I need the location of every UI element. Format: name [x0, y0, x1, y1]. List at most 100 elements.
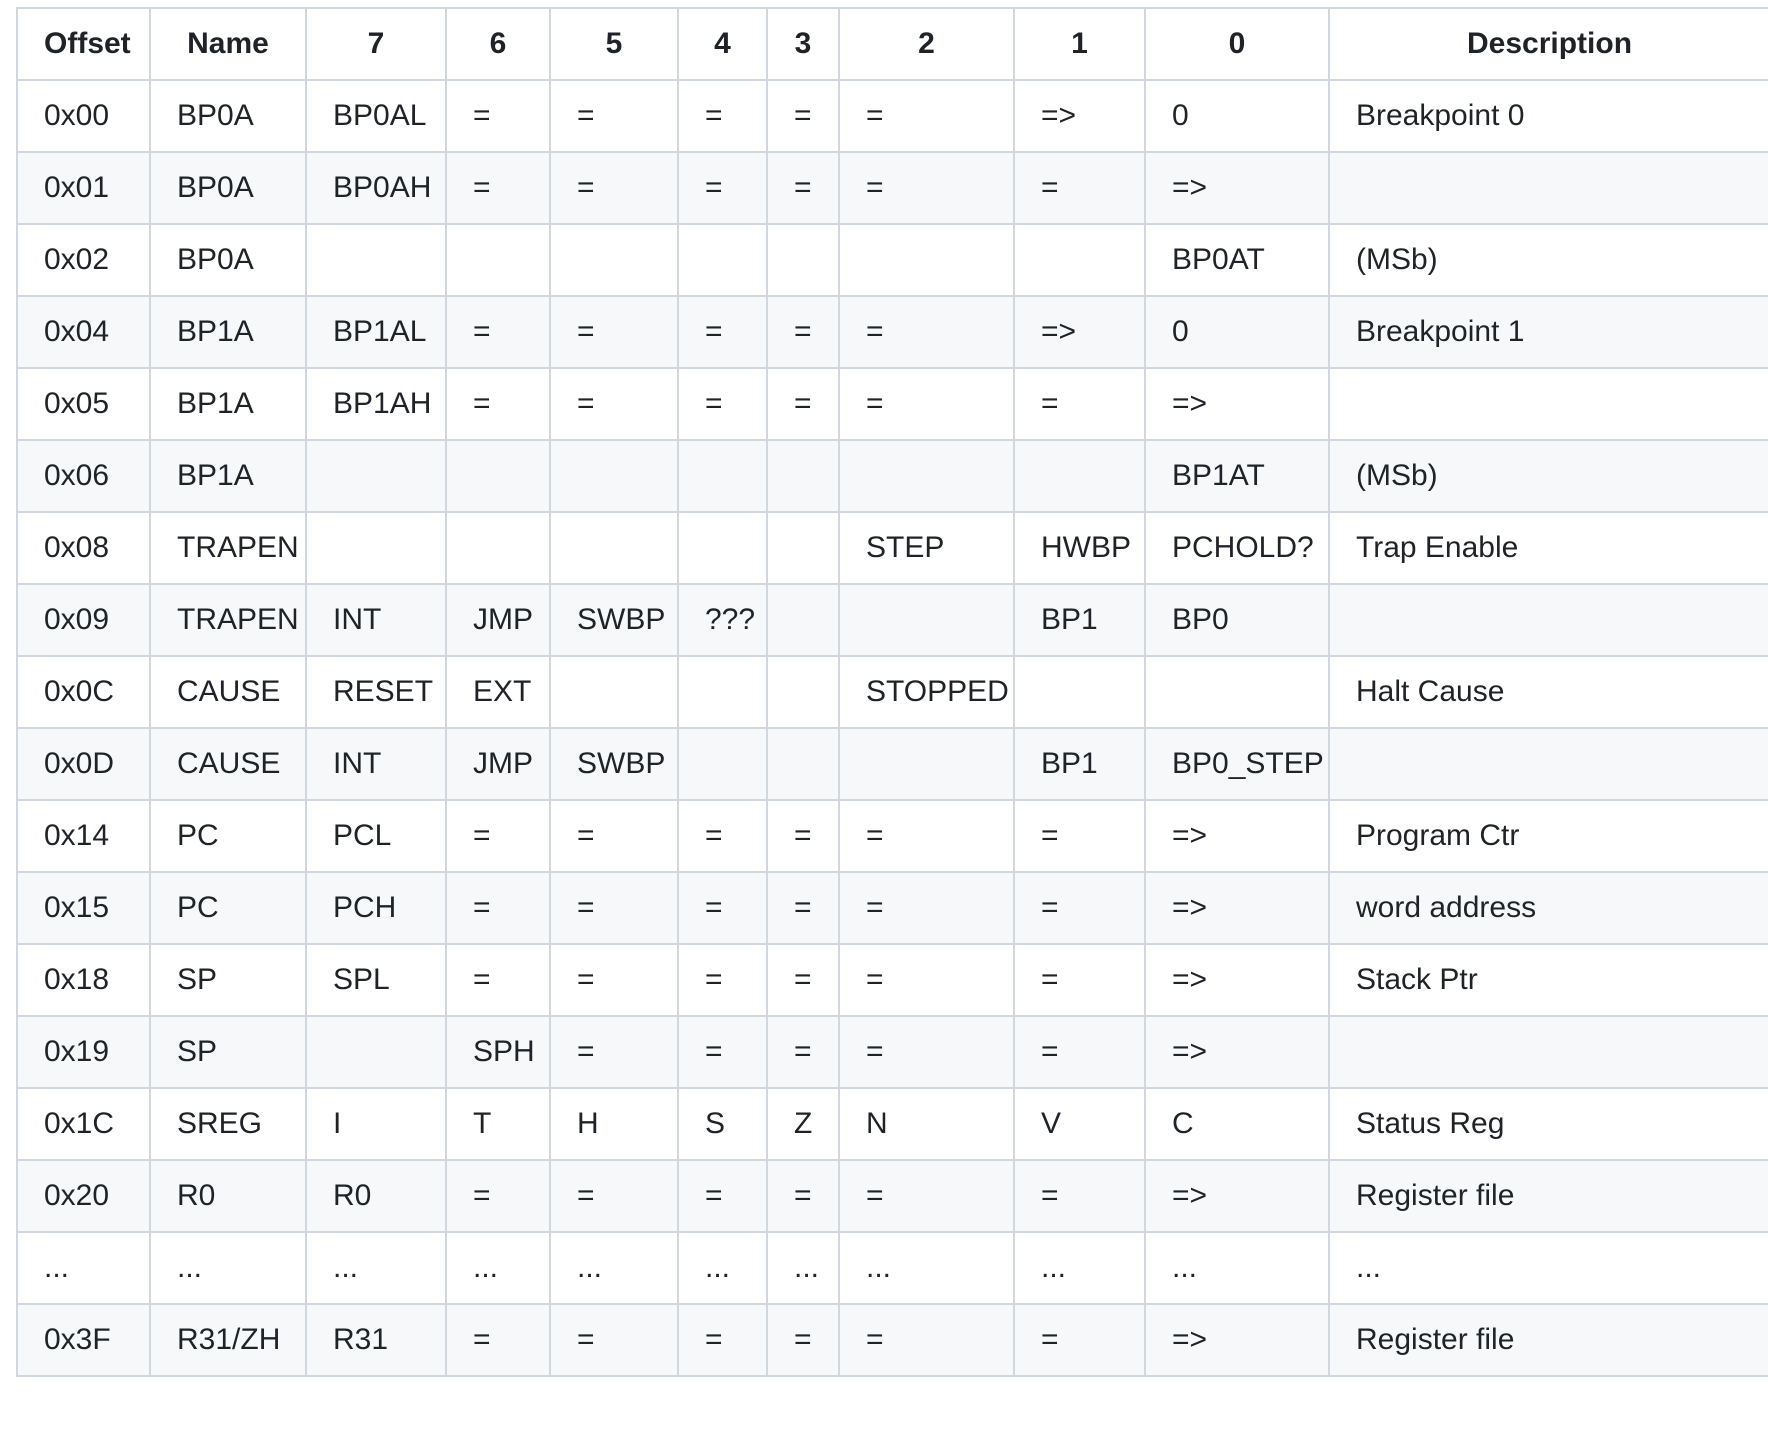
cell-description: (MSb)	[1328, 223, 1768, 297]
cell-bit-5: =	[549, 1159, 679, 1233]
cell-bit-7: PCL	[305, 799, 447, 873]
cell-bit-1: =	[1013, 871, 1146, 945]
cell-name: PC	[149, 871, 307, 945]
cell-bit-5: H	[549, 1087, 679, 1161]
table-row: 0x06 BP1A BP1AT (MSb)	[16, 439, 1768, 513]
cell-bit-4: =	[677, 367, 768, 441]
table-header-row: Offset Name 7 6 5 4 3 2 1 0 Description	[16, 7, 1768, 81]
cell-bit-5: SWBP	[549, 583, 679, 657]
cell-description: Status Reg	[1328, 1087, 1768, 1161]
cell-bit-0: =>	[1144, 1015, 1330, 1089]
table-row: 0x02 BP0A BP0AT (MSb)	[16, 223, 1768, 297]
table-row: 0x1C SREG I T H S Z N V C Status Reg	[16, 1087, 1768, 1161]
cell-bit-5: =	[549, 943, 679, 1017]
cell-bit-4: =	[677, 943, 768, 1017]
cell-bit-2: =	[838, 151, 1015, 225]
table-row: 0x05 BP1A BP1AH = = = = = = =>	[16, 367, 1768, 441]
cell-bit-0: =>	[1144, 799, 1330, 873]
cell-bit-2: =	[838, 799, 1015, 873]
cell-bit-5	[549, 439, 679, 513]
cell-name: BP0A	[149, 79, 307, 153]
cell-bit-4: =	[677, 871, 768, 945]
cell-bit-2	[838, 439, 1015, 513]
column-header-bit-1: 1	[1013, 7, 1146, 81]
cell-bit-4: =	[677, 295, 768, 369]
cell-bit-1	[1013, 223, 1146, 297]
cell-bit-6: EXT	[445, 655, 551, 729]
cell-offset: 0x09	[16, 583, 151, 657]
cell-bit-2: =	[838, 871, 1015, 945]
cell-bit-0: =>	[1144, 943, 1330, 1017]
cell-bit-4: =	[677, 1159, 768, 1233]
cell-bit-2	[838, 223, 1015, 297]
cell-bit-2: =	[838, 1015, 1015, 1089]
column-header-bit-2: 2	[838, 7, 1015, 81]
cell-description: ...	[1328, 1231, 1768, 1305]
cell-offset: ...	[16, 1231, 151, 1305]
cell-bit-3: =	[766, 79, 840, 153]
cell-bit-5: ...	[549, 1231, 679, 1305]
cell-bit-6: =	[445, 151, 551, 225]
cell-bit-6: =	[445, 799, 551, 873]
cell-bit-1: =>	[1013, 295, 1146, 369]
cell-bit-4: S	[677, 1087, 768, 1161]
cell-name: CAUSE	[149, 727, 307, 801]
cell-bit-3: =	[766, 295, 840, 369]
cell-bit-7: BP0AL	[305, 79, 447, 153]
table-row: 0x3F R31/ZH R31 = = = = = = => Register file	[16, 1303, 1768, 1377]
table-row: 0x01 BP0A BP0AH = = = = = = =>	[16, 151, 1768, 225]
cell-bit-5	[549, 655, 679, 729]
cell-bit-2: =	[838, 1303, 1015, 1377]
cell-bit-7: RESET	[305, 655, 447, 729]
cell-bit-7	[305, 439, 447, 513]
cell-bit-0: =>	[1144, 151, 1330, 225]
cell-bit-4: ...	[677, 1231, 768, 1305]
cell-bit-7: BP1AH	[305, 367, 447, 441]
cell-bit-0: BP0	[1144, 583, 1330, 657]
cell-bit-5: =	[549, 295, 679, 369]
table-row: 0x18 SP SPL = = = = = = => Stack Ptr	[16, 943, 1768, 1017]
cell-bit-0: =>	[1144, 1159, 1330, 1233]
cell-description: Breakpoint 1	[1328, 295, 1768, 369]
cell-bit-4: =	[677, 799, 768, 873]
table-row: 0x14 PC PCL = = = = = = => Program Ctr	[16, 799, 1768, 873]
cell-description	[1328, 151, 1768, 225]
cell-offset: 0x0D	[16, 727, 151, 801]
cell-name: TRAPEN	[149, 511, 307, 585]
cell-bit-7: I	[305, 1087, 447, 1161]
cell-bit-7	[305, 511, 447, 585]
cell-bit-5: =	[549, 1015, 679, 1089]
cell-bit-3: =	[766, 151, 840, 225]
cell-bit-4: =	[677, 1303, 768, 1377]
column-header-bit-3: 3	[766, 7, 840, 81]
column-header-bit-4: 4	[677, 7, 768, 81]
cell-description: (MSb)	[1328, 439, 1768, 513]
register-map-container: Offset Name 7 6 5 4 3 2 1 0 Description …	[16, 7, 1768, 1377]
cell-bit-4	[677, 439, 768, 513]
cell-bit-4	[677, 727, 768, 801]
cell-bit-1: =	[1013, 799, 1146, 873]
cell-bit-1: ...	[1013, 1231, 1146, 1305]
cell-bit-3: =	[766, 1159, 840, 1233]
cell-description: Trap Enable	[1328, 511, 1768, 585]
cell-name: SREG	[149, 1087, 307, 1161]
cell-bit-0: 0	[1144, 79, 1330, 153]
cell-bit-2: =	[838, 295, 1015, 369]
cell-bit-6: SPH	[445, 1015, 551, 1089]
cell-offset: 0x06	[16, 439, 151, 513]
cell-bit-6: JMP	[445, 583, 551, 657]
cell-bit-3: =	[766, 1303, 840, 1377]
cell-offset: 0x05	[16, 367, 151, 441]
cell-bit-1	[1013, 655, 1146, 729]
cell-bit-5: =	[549, 1303, 679, 1377]
table-body: 0x00 BP0A BP0AL = = = = = => 0 Breakpoint 0 0x01 BP0…	[16, 79, 1768, 1377]
cell-bit-3	[766, 511, 840, 585]
table-row: 0x0D CAUSE INT JMP SWBP BP1 BP0_STEP	[16, 727, 1768, 801]
cell-bit-1: =>	[1013, 79, 1146, 153]
cell-bit-5: =	[549, 79, 679, 153]
table-row: .................................	[16, 1231, 1768, 1305]
table-row: 0x09 TRAPEN INT JMP SWBP??? BP1 BP0	[16, 583, 1768, 657]
cell-bit-6: =	[445, 367, 551, 441]
cell-description	[1328, 583, 1768, 657]
cell-name: SP	[149, 943, 307, 1017]
